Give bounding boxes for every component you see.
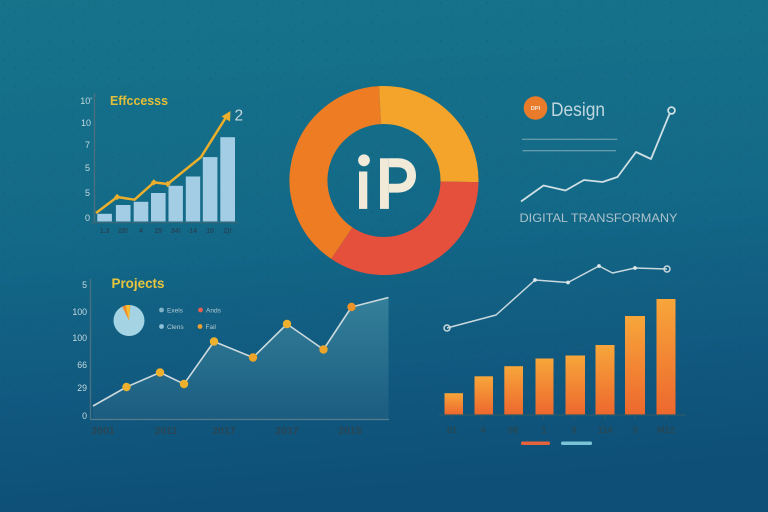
svg-text:1.3: 1.3 — [100, 228, 110, 235]
svg-text:01: 01 — [447, 425, 457, 435]
svg-text:14: 14 — [189, 228, 197, 235]
svg-text:2017: 2017 — [275, 425, 299, 437]
svg-text:Exels: Exels — [167, 308, 184, 315]
svg-text:100: 100 — [72, 307, 87, 317]
svg-text:10': 10' — [80, 96, 92, 106]
svg-text:Ands: Ands — [206, 308, 222, 315]
svg-text:29: 29 — [154, 228, 162, 235]
svg-text:Clens: Clens — [167, 324, 184, 331]
svg-text:0: 0 — [85, 213, 90, 223]
svg-text:DPI: DPI — [531, 106, 541, 112]
svg-text:2011: 2011 — [155, 425, 178, 437]
svg-text:Effccesss: Effccesss — [110, 93, 168, 108]
svg-text:28!: 28! — [118, 228, 128, 235]
svg-text:5: 5 — [82, 280, 87, 290]
svg-text:34!: 34! — [171, 228, 181, 235]
svg-text:29: 29 — [77, 383, 87, 393]
svg-text:10: 10 — [81, 118, 91, 128]
svg-text:7: 7 — [85, 140, 90, 150]
svg-text:2: 2 — [235, 108, 244, 125]
svg-text:66: 66 — [77, 360, 87, 370]
svg-text:08: 08 — [508, 425, 518, 435]
svg-text:100: 100 — [72, 333, 87, 343]
svg-text:3: 3 — [632, 425, 637, 435]
svg-text:Design: Design — [551, 100, 605, 121]
svg-text:5: 5 — [571, 425, 576, 435]
svg-text:4: 4 — [139, 228, 143, 235]
svg-text:2015: 2015 — [338, 425, 362, 437]
svg-text:4: 4 — [480, 425, 485, 435]
svg-text:Projects: Projects — [112, 276, 165, 291]
svg-text:Fail: Fail — [206, 324, 217, 331]
svg-text:M12: M12 — [657, 425, 675, 435]
svg-text:10: 10 — [206, 228, 214, 235]
svg-text:1: 1 — [541, 425, 546, 435]
svg-text:DIGITAL TRANSFORMANY: DIGITAL TRANSFORMANY — [520, 211, 678, 225]
svg-text:0: 0 — [82, 411, 87, 421]
svg-text:5: 5 — [85, 163, 90, 173]
svg-text:2017: 2017 — [212, 425, 236, 437]
svg-text:5: 5 — [85, 188, 90, 198]
svg-text:2)!: 2)! — [223, 228, 232, 235]
svg-text:114: 114 — [598, 425, 613, 435]
svg-text:2001: 2001 — [91, 425, 115, 437]
